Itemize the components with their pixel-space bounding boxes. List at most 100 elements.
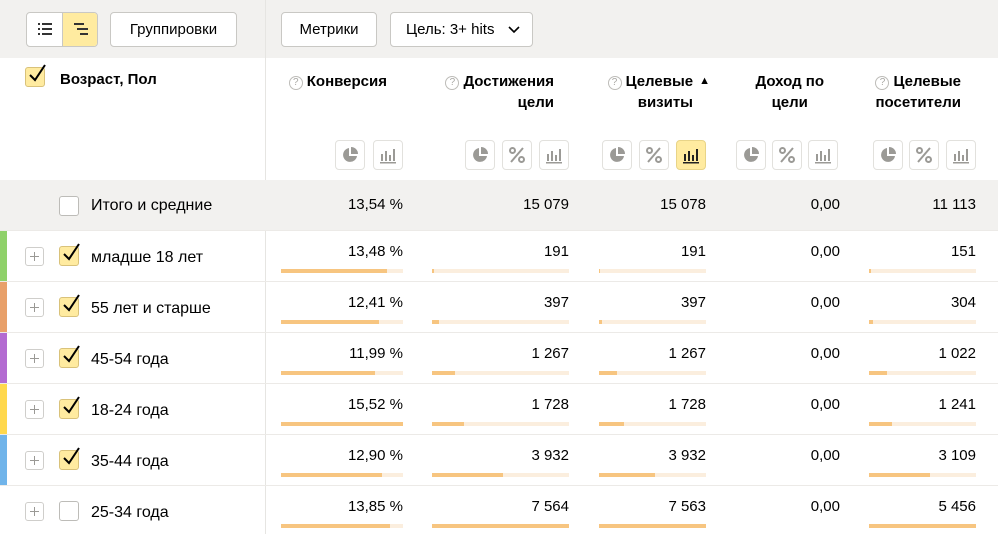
select-all-checkbox[interactable]	[25, 64, 46, 87]
share-bar-fill	[281, 320, 379, 324]
share-bar-conversion	[281, 473, 403, 477]
goal-reaches-pie-button[interactable]	[465, 140, 495, 170]
pie-chart-icon	[473, 147, 488, 162]
conversion-bar-button[interactable]	[373, 140, 403, 170]
share-bar-target-visitors	[869, 524, 976, 528]
row-checkbox[interactable]	[59, 501, 79, 521]
bar-chart-icon	[380, 149, 396, 164]
view-mode-switch	[26, 12, 98, 47]
column-header-goal-revenue[interactable]: Доход по цели	[755, 73, 824, 111]
share-bar-target-visitors	[869, 422, 976, 426]
help-icon[interactable]: ?	[445, 76, 460, 90]
conversion-pie-button[interactable]	[335, 140, 365, 170]
sort-asc-icon: ▲	[699, 75, 710, 87]
pie-chart-icon	[744, 147, 759, 162]
cell-target-visits: 191	[680, 243, 706, 260]
target-visits-bar-button[interactable]	[676, 140, 706, 170]
share-bar-fill	[599, 371, 618, 375]
goal-revenue-bar-button[interactable]	[808, 140, 838, 170]
cell-goal-revenue: 0,00	[810, 294, 840, 311]
column-header-goal-reaches[interactable]: ? Достижения цели	[445, 71, 554, 113]
table-row[interactable]: 25-34 года 13,85 % 7 564 7 563 0,00 5 456	[0, 485, 998, 534]
cell-target-visits: 1 728	[668, 396, 706, 413]
row-checkbox[interactable]	[59, 447, 80, 470]
share-bar-target-visits	[599, 269, 706, 273]
share-bar-fill	[869, 320, 874, 324]
dimension-column-divider	[265, 0, 266, 534]
help-icon[interactable]: ?	[607, 76, 622, 90]
checkmark-icon	[29, 64, 46, 82]
share-bar-target-visitors	[869, 371, 976, 375]
share-bar-fill	[281, 269, 388, 273]
checkmark-icon	[63, 447, 80, 465]
totals-target-visits: 15 078	[660, 196, 706, 213]
row-checkbox[interactable]	[59, 345, 80, 368]
percent-icon	[509, 147, 525, 163]
series-color-marker	[0, 435, 7, 485]
expand-row-button[interactable]	[25, 451, 44, 470]
goal-reaches-percent-button[interactable]	[502, 140, 532, 170]
totals-target-visitors: 11 113	[932, 196, 976, 213]
share-bar-fill	[599, 422, 624, 426]
share-bar-fill	[432, 320, 439, 324]
groupings-button[interactable]: Группировки	[110, 12, 237, 47]
cell-target-visitors: 151	[950, 243, 976, 260]
table-row[interactable]: 35-44 года 12,90 % 3 932 3 932 0,00 3 109	[0, 434, 998, 485]
cell-target-visits: 1 267	[668, 345, 706, 362]
table-row[interactable]: младше 18 лет 13,48 % 191 191 0,00 151	[0, 230, 998, 281]
help-icon[interactable]: ?	[288, 76, 303, 90]
expand-row-button[interactable]	[25, 298, 44, 317]
share-bar-fill	[432, 422, 464, 426]
row-checkbox[interactable]	[59, 396, 80, 419]
tree-view-button[interactable]	[62, 13, 97, 46]
table-row[interactable]: 45-54 года 11,99 % 1 267 1 267 0,00 1 022	[0, 332, 998, 383]
share-bar-target-visits	[599, 422, 706, 426]
share-bar-fill	[869, 422, 892, 426]
target-visitors-pie-button[interactable]	[873, 140, 903, 170]
table-row[interactable]: 18-24 года 15,52 % 1 728 1 728 0,00 1 241	[0, 383, 998, 434]
row-checkbox[interactable]	[59, 243, 80, 266]
goal-revenue-percent-button[interactable]	[772, 140, 802, 170]
column-header-target-visitors[interactable]: ? Целевые посетители	[875, 73, 961, 111]
share-bar-goal-reaches	[432, 371, 569, 375]
expand-row-button[interactable]	[25, 502, 44, 521]
target-visits-pie-button[interactable]	[602, 140, 632, 170]
expand-row-button[interactable]	[25, 400, 44, 419]
row-checkbox[interactable]	[59, 294, 80, 317]
help-icon[interactable]: ?	[875, 76, 890, 90]
series-color-marker	[0, 231, 7, 281]
bar-chart-icon	[546, 149, 562, 164]
target-visitors-bar-button[interactable]	[946, 140, 976, 170]
metrics-button[interactable]: Метрики	[281, 12, 377, 47]
expand-row-button[interactable]	[25, 247, 44, 266]
goal-select[interactable]: Цель: 3+ hits	[390, 12, 533, 47]
share-bar-target-visitors	[869, 269, 976, 273]
percent-icon	[916, 147, 932, 163]
target-visitors-percent-button[interactable]	[909, 140, 939, 170]
column-header-target-visits[interactable]: ? Целевые ▲ визиты	[607, 71, 710, 113]
table-row[interactable]: 55 лет и старше 12,41 % 397 397 0,00 304	[0, 281, 998, 332]
cell-target-visits: 397	[680, 294, 706, 311]
cell-conversion: 13,48 %	[347, 243, 403, 260]
goal-reaches-bar-button[interactable]	[539, 140, 569, 170]
share-bar-fill	[599, 524, 706, 528]
expand-row-button[interactable]	[25, 349, 44, 368]
cell-target-visitors: 1 022	[938, 345, 976, 362]
totals-checkbox[interactable]	[59, 196, 79, 216]
cell-target-visitors: 1 241	[938, 396, 976, 413]
column-header-conversion[interactable]: ? Конверсия	[288, 71, 387, 92]
cell-goal-reaches: 397	[543, 294, 569, 311]
target-visits-percent-button[interactable]	[639, 140, 669, 170]
list-view-button[interactable]	[27, 13, 63, 46]
tree-view-icon	[74, 23, 88, 35]
goal-select-label: Цель: 3+ hits	[406, 21, 495, 38]
share-bar-fill	[432, 524, 569, 528]
cell-conversion: 12,90 %	[347, 447, 403, 464]
share-bar-target-visits	[599, 371, 706, 375]
list-view-icon	[38, 23, 52, 35]
cell-goal-reaches: 3 932	[531, 447, 569, 464]
row-label: младше 18 лет	[91, 249, 204, 266]
share-bar-target-visits	[599, 524, 706, 528]
goal-revenue-pie-button[interactable]	[736, 140, 766, 170]
share-bar-fill	[432, 269, 434, 273]
